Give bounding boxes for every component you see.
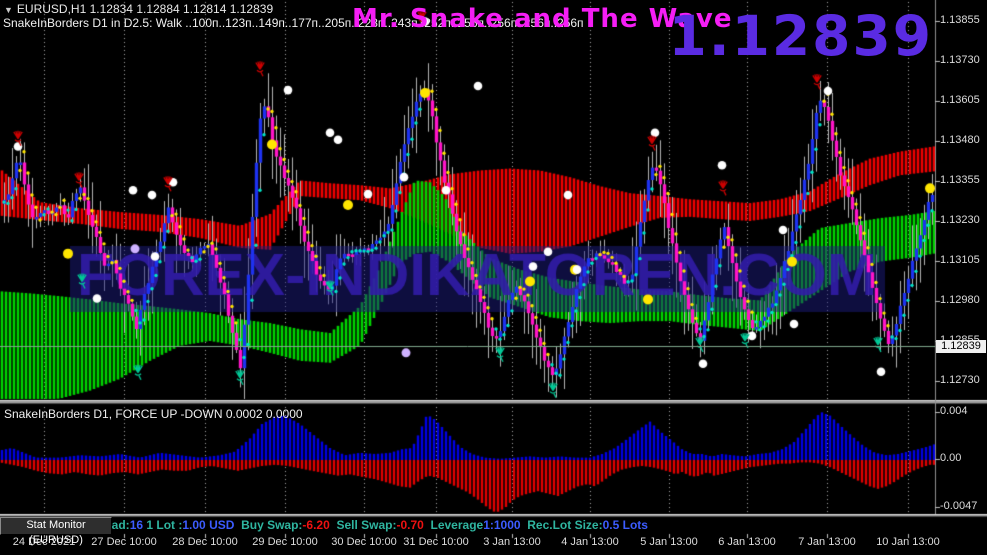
time-axis-label: 5 Jan 13:00 xyxy=(640,536,698,548)
indicator-walk-line: SnakeInBorders D1 in D2.5: Walk ..100п..… xyxy=(3,16,584,30)
status-segment: 1 Lot : xyxy=(143,518,183,532)
status-segment: 1:1000 xyxy=(483,518,521,532)
indicator-axis-label: 0.00 xyxy=(940,452,962,464)
time-axis-label: 7 Jan 13:00 xyxy=(798,536,856,548)
price-axis-label: 1.13355 xyxy=(940,174,980,186)
chart-caption: Mr. Snake and The Wave xyxy=(352,4,733,34)
time-axis-label: 4 Jan 13:00 xyxy=(561,536,619,548)
big-price-display: 1.12839 xyxy=(668,4,933,68)
status-segment: -6.20 xyxy=(302,518,330,532)
time-axis[interactable]: 24 Dec 2021 27 Dec 10:00 28 Dec 10:00 29 De… xyxy=(0,536,987,554)
price-axis-label: 1.13605 xyxy=(940,94,980,106)
status-segment: 0.5 Lots xyxy=(602,518,648,532)
status-bar: Stat Monitor (EURUSD) Spread:16 1 Lot :1… xyxy=(0,517,987,546)
time-axis-label: 24 Dec 2021 xyxy=(13,536,75,548)
time-axis-label: 28 Dec 10:00 xyxy=(172,536,238,548)
symbol-dropdown-icon: ▼ xyxy=(4,5,13,15)
time-axis-label: 3 Jan 13:00 xyxy=(483,536,541,548)
time-axis-label: 10 Jan 13:00 xyxy=(876,536,940,548)
status-segment: Rec.Lot Size: xyxy=(520,518,603,532)
price-axis[interactable]: 1.13855 1.13730 1.13605 1.13480 1.13355 1.132… xyxy=(936,0,987,514)
time-axis-label: 30 Dec 10:00 xyxy=(331,536,397,548)
price-axis-label: 1.12980 xyxy=(940,294,980,306)
status-segment: Sell Swap: xyxy=(329,518,397,532)
status-segment: 16 xyxy=(129,518,144,532)
symbol-ohlc-text: EURUSD,H1 1.12834 1.12884 1.12814 1.1283… xyxy=(16,2,274,16)
price-axis-label: 1.13855 xyxy=(940,14,980,26)
price-axis-label: 1.12730 xyxy=(940,374,980,386)
time-axis-label: 27 Dec 10:00 xyxy=(91,536,157,548)
price-axis-label: 1.13730 xyxy=(940,54,980,66)
status-readout: Spread:16 1 Lot :1.00 USD Buy Swap:-6.20… xyxy=(85,518,648,532)
stat-monitor-panel: Stat Monitor (EURUSD) xyxy=(0,517,112,546)
status-segment: Buy Swap: xyxy=(234,518,303,532)
time-axis-label: 6 Jan 13:00 xyxy=(718,536,776,548)
price-axis-label: 1.13480 xyxy=(940,134,980,146)
status-segment: 1.00 xyxy=(182,518,206,532)
current-price-tag: 1.12839 xyxy=(936,340,986,353)
indicator-axis-label: 0.004 xyxy=(940,405,968,417)
indicator-panel-label: SnakeInBorders D1, FORCE UP -DOWN 0.0002… xyxy=(4,407,303,421)
chart-title-ohlc: ▼ EURUSD,H1 1.12834 1.12884 1.12814 1.128… xyxy=(4,2,273,16)
price-axis-label: 1.13105 xyxy=(940,254,980,266)
status-segment: Leverage xyxy=(423,518,484,532)
status-segment: USD xyxy=(205,518,235,532)
indicator-axis-label: -0.0047 xyxy=(940,500,978,512)
status-segment: -0.70 xyxy=(396,518,424,532)
price-axis-label: 1.13230 xyxy=(940,214,980,226)
time-axis-label: 31 Dec 10:00 xyxy=(403,536,469,548)
time-axis-label: 29 Dec 10:00 xyxy=(252,536,318,548)
